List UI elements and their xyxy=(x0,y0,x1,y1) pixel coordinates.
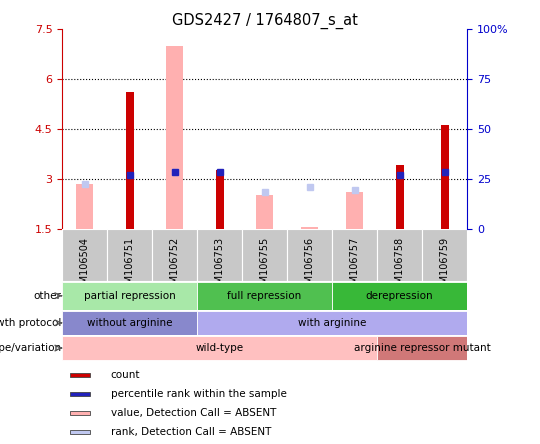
Text: value, Detection Call = ABSENT: value, Detection Call = ABSENT xyxy=(111,408,276,418)
Bar xyxy=(107,229,152,281)
Bar xyxy=(166,46,183,229)
Text: derepression: derepression xyxy=(366,291,434,301)
Text: GSM106757: GSM106757 xyxy=(349,237,360,296)
Text: arginine repressor mutant: arginine repressor mutant xyxy=(354,343,490,353)
Bar xyxy=(332,229,377,281)
Text: GSM106504: GSM106504 xyxy=(79,237,90,296)
Text: GSM106755: GSM106755 xyxy=(260,237,269,296)
Bar xyxy=(377,336,467,360)
Bar xyxy=(197,229,242,281)
Bar xyxy=(70,429,90,434)
Text: count: count xyxy=(111,370,140,380)
Bar xyxy=(301,227,318,229)
Bar xyxy=(70,392,90,396)
Text: wild-type: wild-type xyxy=(195,343,244,353)
Text: GSM106756: GSM106756 xyxy=(305,237,315,296)
Bar xyxy=(62,229,107,281)
Text: GSM106751: GSM106751 xyxy=(125,237,134,296)
Text: genotype/variation: genotype/variation xyxy=(0,343,61,353)
Bar xyxy=(332,282,467,309)
Text: with arginine: with arginine xyxy=(298,318,366,328)
Bar xyxy=(70,411,90,415)
Bar xyxy=(395,166,403,229)
Bar xyxy=(197,282,332,309)
Bar xyxy=(197,311,467,335)
Text: partial repression: partial repression xyxy=(84,291,176,301)
Text: percentile rank within the sample: percentile rank within the sample xyxy=(111,389,287,399)
Bar xyxy=(256,195,273,229)
Bar xyxy=(62,336,377,360)
Text: growth protocol: growth protocol xyxy=(0,318,61,328)
Text: rank, Detection Call = ABSENT: rank, Detection Call = ABSENT xyxy=(111,427,271,436)
Bar xyxy=(287,229,332,281)
Bar xyxy=(422,229,467,281)
Bar xyxy=(377,229,422,281)
Text: GSM106752: GSM106752 xyxy=(170,237,180,296)
Text: full repression: full repression xyxy=(227,291,302,301)
Bar xyxy=(62,311,197,335)
Bar xyxy=(70,373,90,377)
Text: other: other xyxy=(33,291,61,301)
Bar xyxy=(242,229,287,281)
Title: GDS2427 / 1764807_s_at: GDS2427 / 1764807_s_at xyxy=(172,13,357,29)
Text: GSM106753: GSM106753 xyxy=(214,237,225,296)
Bar xyxy=(62,282,197,309)
Text: GSM106758: GSM106758 xyxy=(395,237,404,296)
Bar xyxy=(441,126,449,229)
Text: GSM106759: GSM106759 xyxy=(440,237,450,296)
Bar xyxy=(125,92,133,229)
Bar xyxy=(76,184,93,229)
Bar xyxy=(152,229,197,281)
Text: without arginine: without arginine xyxy=(87,318,172,328)
Bar xyxy=(215,170,224,229)
Bar xyxy=(346,192,363,229)
